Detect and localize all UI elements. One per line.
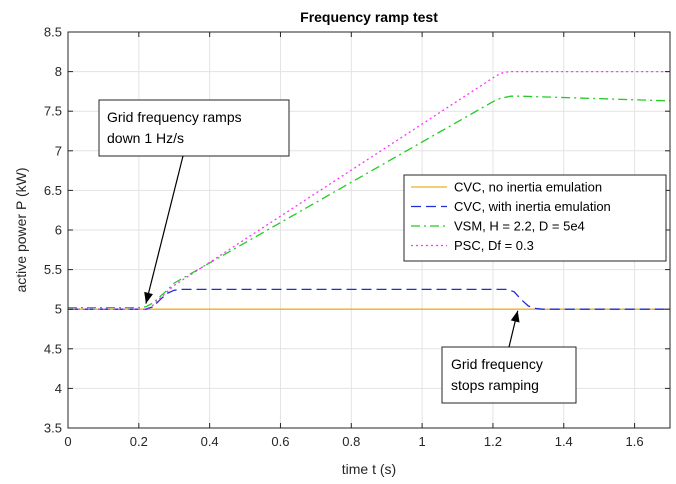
- chart-title: Frequency ramp test: [300, 9, 438, 25]
- x-tick-label: 0.6: [271, 434, 289, 449]
- y-tick-label: 4.5: [44, 341, 62, 356]
- legend-box: [403, 174, 667, 262]
- annotation-box: [441, 346, 577, 404]
- series-line-3: [68, 95, 671, 309]
- y-tick-label: 6.5: [44, 183, 62, 198]
- annotation-arrow-head: [144, 291, 153, 304]
- x-axis-label: time t (s): [342, 461, 396, 477]
- legend-entry: PSC, Df = 0.3: [454, 238, 534, 253]
- series-line-4: [68, 70, 670, 310]
- legend-entry: CVC, no inertia emulation: [454, 180, 602, 195]
- y-tick-label: 8.5: [44, 25, 62, 40]
- x-tick-label: 0.8: [342, 434, 360, 449]
- series-layer: [68, 70, 671, 310]
- legend-entry: VSM, H = 2.2, D = 5e4: [454, 219, 585, 234]
- annotation-text: Grid frequency ramps: [107, 109, 242, 125]
- annotation-text: Grid frequency: [451, 356, 543, 372]
- annotation-box: [98, 99, 290, 157]
- y-tick-label: 8: [55, 64, 62, 79]
- ticks: 0 0.2 0.4 0.6 0.8 1 1.2 1.4 1.6 3.5 4 4.5 5 5.5 6 6.5 7 7…: [44, 25, 670, 449]
- y-axis-label: active power P (kW): [13, 168, 29, 293]
- annotation-text: down 1 Hz/s: [107, 130, 184, 146]
- y-tick-label: 5: [55, 302, 62, 317]
- x-tick-label: 1.2: [484, 434, 502, 449]
- x-tick-label: 0.4: [201, 434, 219, 449]
- y-tick-label: 5.5: [44, 262, 62, 277]
- x-tick-label: 0.2: [130, 434, 148, 449]
- annotations: Grid frequency ramps down 1 Hz/s Grid freq…: [98, 99, 577, 404]
- y-tick-label: 7: [55, 143, 62, 158]
- y-tick-label: 3.5: [44, 421, 62, 436]
- annotation-arrow-line: [145, 155, 184, 304]
- y-tick-label: 6: [55, 223, 62, 238]
- legend: CVC, no inertia emulation CVC, with inert…: [403, 174, 667, 262]
- x-tick-label: 1: [419, 434, 426, 449]
- x-tick-label: 0: [64, 434, 71, 449]
- x-tick-label: 1.6: [626, 434, 644, 449]
- annotation-text: stops ramping: [451, 377, 539, 393]
- x-tick-label: 1.4: [555, 434, 573, 449]
- y-tick-label: 7.5: [44, 104, 62, 119]
- y-tick-label: 4: [55, 381, 62, 396]
- legend-entry: CVC, with inertia emulation: [454, 199, 611, 214]
- annotation-arrow-head: [510, 310, 520, 323]
